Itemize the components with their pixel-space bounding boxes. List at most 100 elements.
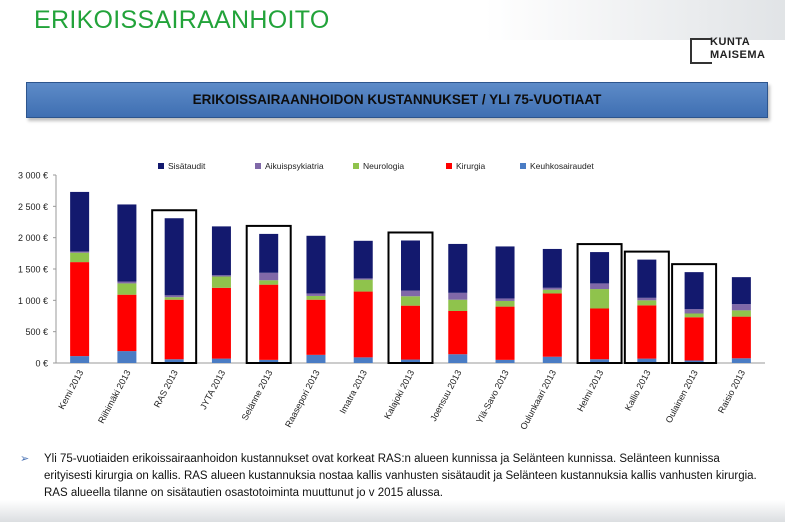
x-tick-label: Joensuu 2013 (428, 368, 463, 423)
x-tick-label: Kallio 2013 (623, 368, 653, 412)
x-tick-label: Kalajoki 2013 (382, 368, 416, 420)
bar-segment (211, 287, 231, 359)
bar-segment (731, 310, 751, 317)
bar-segment (70, 251, 90, 253)
logo-line1: KUNTA (710, 36, 751, 48)
highlight-box (623, 250, 670, 364)
logo-text: KUNTA MAISEMA (710, 36, 765, 62)
bar-segment (353, 291, 373, 358)
bar-segment (259, 284, 279, 360)
bar-segment (306, 354, 326, 363)
header-decoration (485, 0, 785, 40)
bar-segment (117, 283, 137, 295)
bar-segment (684, 360, 704, 363)
bar-segment (637, 358, 657, 363)
bar-segment (542, 289, 562, 294)
bar-segment (401, 359, 420, 363)
footnote-text: Yli 75-vuotiaiden erikoissairaanhoidon k… (44, 453, 757, 499)
bar-segment (448, 243, 468, 293)
bar-segment (259, 233, 279, 273)
bar-segment (306, 293, 326, 296)
bar-segment (542, 248, 562, 288)
y-tick-label: 2 000 € (18, 233, 48, 243)
bullet-arrow-icon: ➢ (20, 453, 30, 465)
y-tick-label: 500 € (25, 327, 48, 337)
chart-banner: ERIKOISSAIRAANHOIDON KUSTANNUKSET / YLI … (26, 82, 768, 118)
bar-segment (259, 359, 279, 363)
bar-segment (306, 295, 326, 300)
y-tick-label: 1 500 € (18, 265, 48, 275)
x-tick-label: Imatra 2013 (338, 368, 369, 415)
bar-segment (117, 281, 137, 284)
highlight-box (387, 231, 434, 364)
bar-segment (211, 226, 231, 276)
bar-segment (70, 356, 90, 363)
bar-segment (590, 283, 610, 290)
x-tick-label: RAS 2013 (152, 368, 180, 409)
bar-segment (495, 306, 515, 360)
y-tick-label: 1 000 € (18, 296, 48, 306)
x-tick-label: JYTA 2013 (198, 368, 227, 411)
bar-segment (448, 299, 468, 311)
legend-label: Aikuispsykiatria (265, 161, 324, 171)
bar-segment (731, 316, 751, 359)
bar-segment (211, 276, 231, 288)
logo-bracket-icon (690, 38, 712, 64)
legend-label: Neurologia (363, 161, 404, 171)
logo-line2: MAISEMA (710, 49, 766, 61)
x-tick-label: Oulunkaari 2013 (518, 368, 558, 431)
bar-segment (590, 289, 610, 309)
bar-segment (353, 278, 373, 280)
bar-segment (684, 313, 704, 318)
bar-segment (353, 240, 373, 279)
bar-segment (495, 298, 515, 301)
bar-segment (731, 277, 751, 305)
footnote: ➢ Yli 75-vuotiaiden erikoissairaanhoidon… (20, 451, 764, 502)
bar-segment (164, 299, 184, 360)
bar-segment (542, 356, 562, 363)
x-tick-label: Selänne 2013 (240, 368, 275, 422)
legend-label: Kirurgia (456, 161, 486, 171)
x-tick-label: Ylä-Savo 2013 (474, 368, 511, 425)
bar-segment (637, 297, 657, 301)
page-title: ERIKOISSAIRAANHOITO (34, 6, 330, 34)
bar-segment (401, 290, 420, 297)
bar-segment (448, 354, 468, 363)
bar-segment (495, 246, 515, 299)
y-tick-label: 3 000 € (18, 171, 48, 181)
bar-segment (684, 317, 704, 361)
highlight-box (151, 209, 198, 364)
x-tick-label: Raisio 2013 (716, 368, 747, 415)
bar-segment (306, 299, 326, 355)
x-tick-label: Kemi 2013 (56, 368, 85, 411)
bar-segment (259, 280, 279, 285)
bar-segment (495, 359, 515, 363)
x-tick-label: Raasepori 2013 (283, 368, 322, 429)
highlight-box (576, 243, 623, 364)
bar-segment (684, 272, 704, 310)
bar-segment (637, 305, 657, 359)
bar-segment (353, 279, 373, 292)
bar-segment (117, 351, 137, 363)
bar-segment (211, 275, 231, 277)
highlight-box (671, 263, 718, 364)
legend-swatch (520, 163, 526, 169)
bar-segment (164, 359, 184, 363)
bar-segment (70, 191, 90, 252)
bar-segment (495, 300, 515, 307)
bar-segment (70, 252, 90, 263)
bar-segment (401, 305, 420, 360)
bar-segment (637, 300, 657, 306)
legend-swatch (446, 163, 452, 169)
bar-segment (164, 295, 184, 298)
bar-segment (401, 296, 420, 306)
y-tick-label: 2 500 € (18, 202, 48, 212)
bar-segment (117, 294, 137, 352)
bar-segment (117, 204, 137, 282)
bar-segment (542, 293, 562, 357)
bar-segment (164, 218, 184, 296)
bar-segment (70, 262, 90, 357)
legend-swatch (158, 163, 164, 169)
bar-segment (401, 240, 420, 291)
x-tick-label: Helmi 2013 (575, 368, 605, 413)
